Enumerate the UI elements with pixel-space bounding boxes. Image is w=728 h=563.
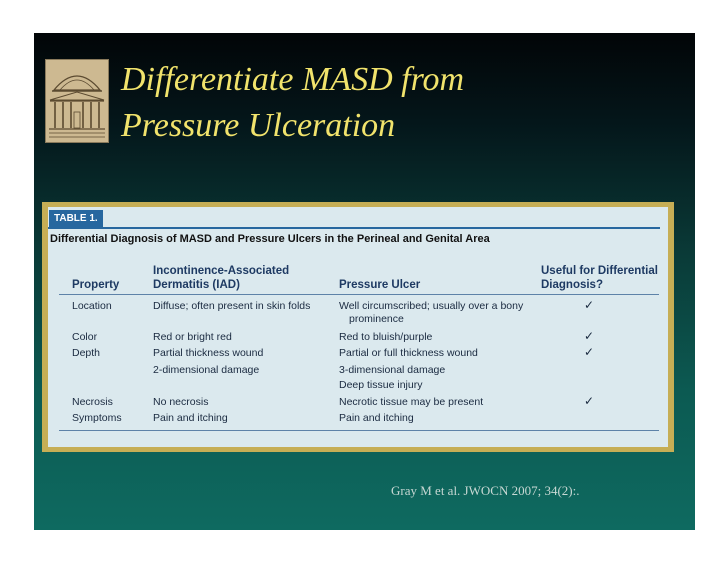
row-depth2-pu: 3-dimensional damage: [339, 364, 446, 376]
slide: Differentiate MASD from Pressure Ulcerat…: [34, 33, 695, 530]
row-symptoms-iad: Pain and itching: [153, 412, 228, 424]
table-image: TABLE 1. Differential Diagnosis of MASD …: [48, 207, 668, 447]
slide-title-line-2: Pressure Ulceration: [121, 107, 396, 144]
row-symptoms-property: Symptoms: [72, 412, 122, 424]
row-depth2-iad: 2-dimensional damage: [153, 364, 260, 376]
row-color-check: ✓: [584, 329, 595, 343]
slide-title: Differentiate MASD from Pressure Ulcerat…: [121, 57, 681, 149]
citation: Gray M et al. JWOCN 2007; 34(2):.: [391, 483, 580, 498]
header-pressure-ulcer: Pressure Ulcer: [339, 279, 421, 291]
row-necrosis-property: Necrosis: [72, 396, 113, 408]
table-caption: Differential Diagnosis of MASD and Press…: [50, 233, 490, 245]
row-depth-iad: Partial thickness wound: [153, 347, 264, 359]
table-label-bar: TABLE 1.: [48, 210, 660, 229]
table-frame: TABLE 1. Differential Diagnosis of MASD …: [42, 202, 674, 452]
row-depth-check: ✓: [584, 345, 595, 359]
row-location-pu: Well circumscribed; usually over a bony: [339, 300, 524, 312]
row-color-property: Color: [72, 331, 98, 343]
row-depth-pu: Partial or full thickness wound: [339, 347, 478, 359]
row-necrosis-iad: No necrosis: [153, 396, 209, 408]
table-bottom-rule: [59, 430, 659, 431]
header-useful-line-2: Diagnosis?: [541, 279, 603, 291]
header-iad-line-1: Incontinence-Associated: [153, 265, 290, 277]
header-iad-line-2: Dermatitis (IAD): [153, 279, 240, 291]
row-depth2-pu-cont: Deep tissue injury: [339, 379, 423, 391]
header-rule: [59, 294, 659, 295]
row-depth-property: Depth: [72, 347, 101, 359]
row-location-iad: Diffuse; often present in skin folds: [153, 300, 311, 312]
row-location-check: ✓: [584, 298, 595, 312]
header-property: Property: [72, 279, 120, 291]
table-label: TABLE 1.: [49, 210, 103, 227]
row-location-property: Location: [72, 300, 112, 312]
header-useful-line-1: Useful for Differential: [541, 265, 658, 277]
rotunda-logo: [45, 59, 109, 143]
row-necrosis-pu: Necrotic tissue may be present: [339, 396, 484, 408]
row-color-iad: Red or bright red: [153, 331, 232, 343]
slide-title-line-1: Differentiate MASD from: [121, 61, 465, 98]
row-location-pu-cont: prominence: [349, 313, 404, 325]
row-color-pu: Red to bluish/purple: [339, 331, 433, 343]
row-symptoms-pu: Pain and itching: [339, 412, 414, 424]
row-necrosis-check: ✓: [584, 394, 595, 408]
